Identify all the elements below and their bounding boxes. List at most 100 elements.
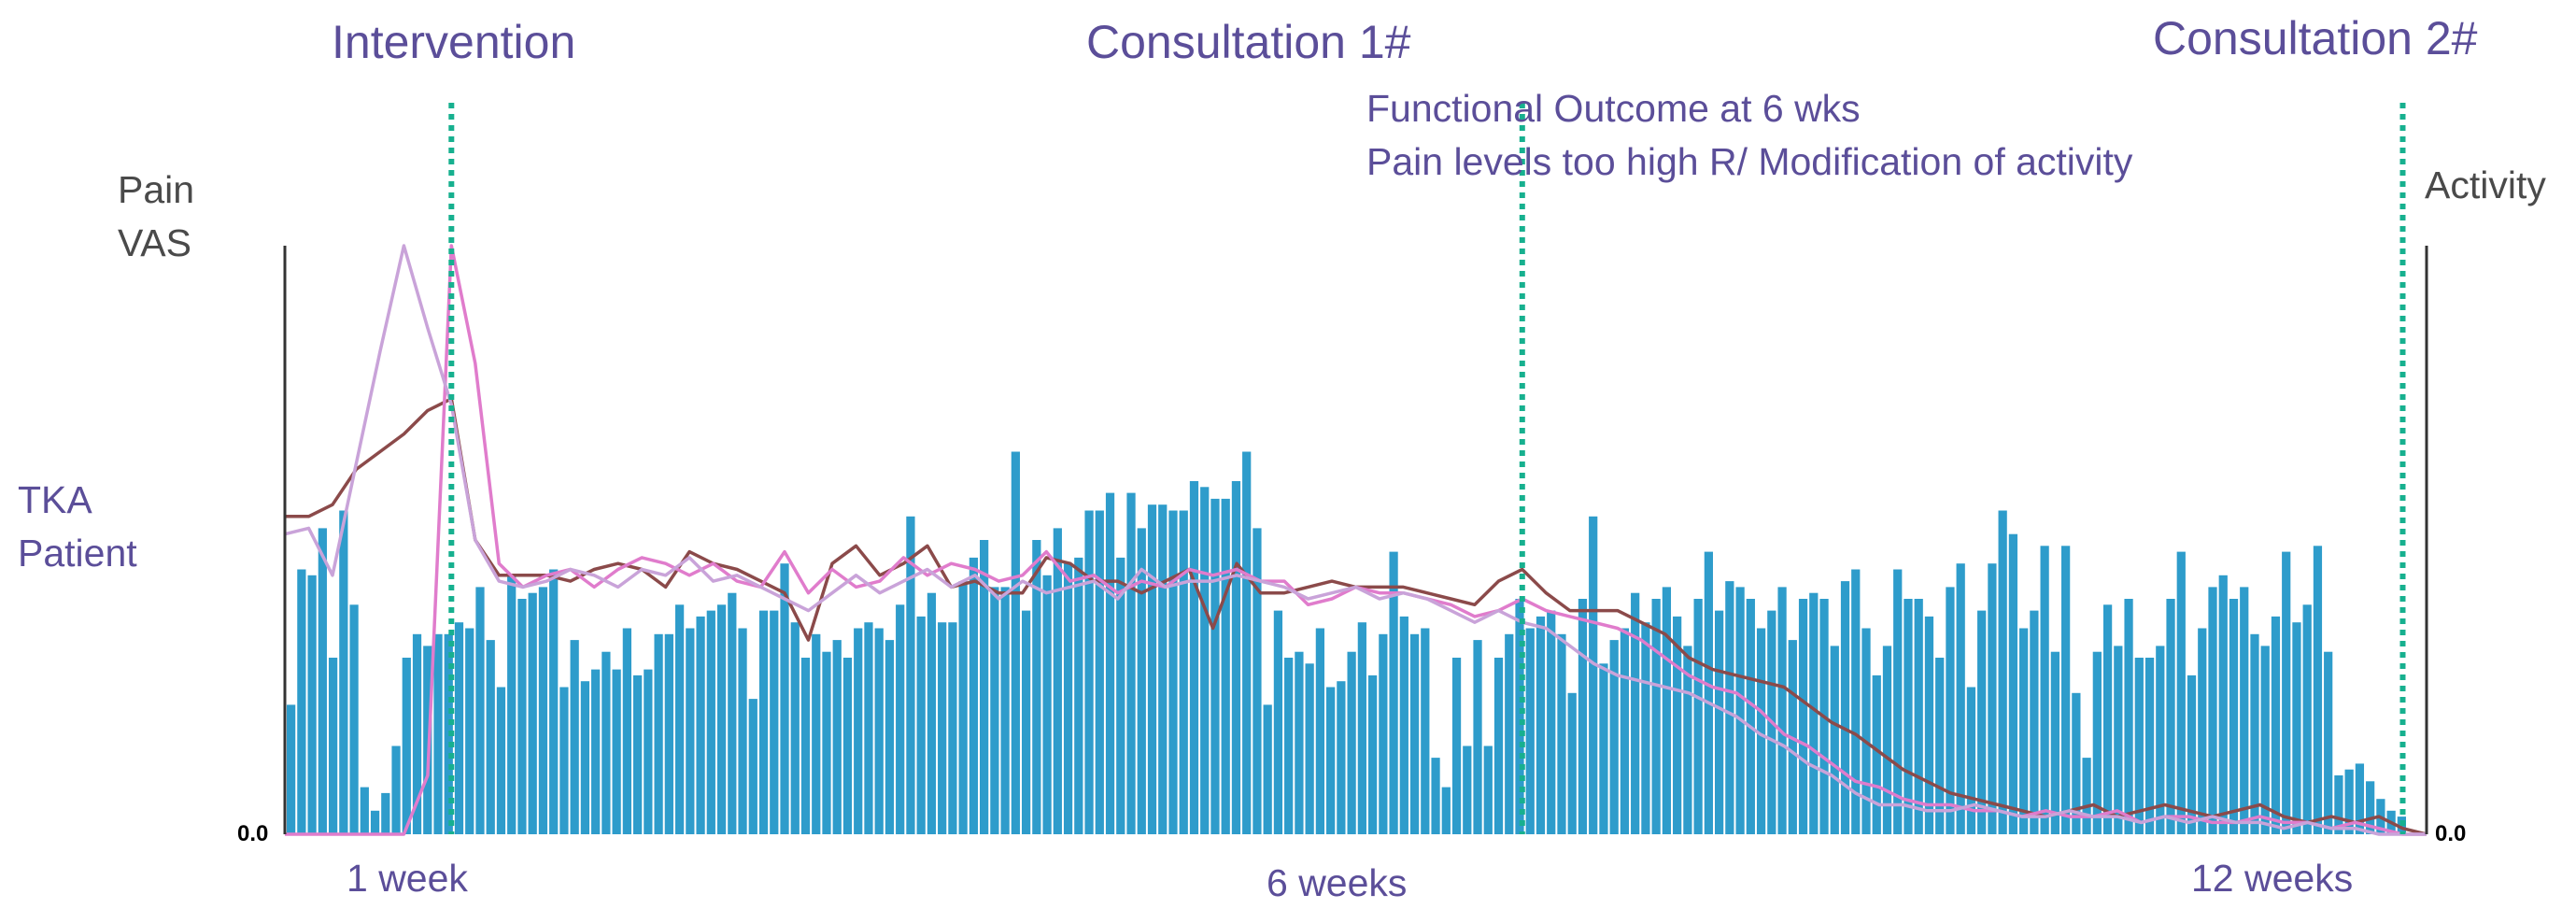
activity-bar xyxy=(1168,510,1178,834)
activity-bar xyxy=(1872,674,1881,834)
event-lines xyxy=(448,103,2406,834)
activity-bar xyxy=(1704,551,1713,834)
activity-bar xyxy=(885,640,895,834)
event-label-consultation-1: Consultation 1# xyxy=(1086,16,1411,68)
activity-bar xyxy=(644,669,653,834)
activity-bar xyxy=(2019,628,2029,834)
activity-bar xyxy=(1421,628,1430,834)
activity-bar xyxy=(1578,599,1588,834)
activity-bar xyxy=(1735,587,1745,834)
activity-bar xyxy=(444,633,453,834)
left-zero-label: 0.0 xyxy=(237,821,269,846)
activity-bar xyxy=(486,640,495,834)
event-label-intervention: Intervention xyxy=(332,16,576,68)
activity-bar xyxy=(1231,481,1241,834)
activity-bar xyxy=(1483,746,1493,834)
activity-bar xyxy=(2344,769,2354,834)
activity-bar xyxy=(1988,563,1997,834)
activity-bar xyxy=(412,633,422,834)
activity-bar xyxy=(1851,569,1861,834)
activity-bar xyxy=(969,557,979,834)
activity-bar xyxy=(1095,510,1104,834)
activity-bar xyxy=(896,604,905,834)
activity-bar xyxy=(916,616,926,834)
left-axis-title-line-2: VAS xyxy=(118,221,191,264)
activity-bar xyxy=(1641,622,1650,834)
activity-bar xyxy=(2156,646,2165,834)
annotation-line-2: Pain levels too high R/ Modification of … xyxy=(1366,140,2133,183)
activity-bar xyxy=(1620,628,1630,834)
activity-bar xyxy=(1746,599,1755,834)
activity-bar xyxy=(1053,528,1062,834)
activity-bar xyxy=(1137,528,1146,834)
activity-bar xyxy=(2092,651,2102,834)
activity-bar xyxy=(559,687,569,834)
activity-bar xyxy=(686,628,695,834)
activity-bar xyxy=(1273,610,1283,834)
activity-bar xyxy=(297,569,306,834)
activity-bar xyxy=(2271,616,2281,834)
activity-bar xyxy=(1673,616,1682,834)
activity-bar xyxy=(874,628,884,834)
activity-bar xyxy=(1777,587,1787,834)
activity-bar xyxy=(2229,599,2239,834)
activity-bar xyxy=(770,610,779,834)
activity-bar xyxy=(1379,633,1388,834)
activity-bar xyxy=(1105,492,1115,834)
activity-bar xyxy=(2292,622,2301,834)
activity-bar xyxy=(1493,658,1504,834)
activity-bar xyxy=(1557,633,1566,834)
activity-bar xyxy=(1084,510,1094,834)
activity-bar xyxy=(1253,528,1262,834)
activity-bar xyxy=(1861,628,1871,834)
activity-bar xyxy=(2366,781,2375,834)
activity-bar xyxy=(2302,604,2312,834)
activity-bar xyxy=(1326,687,1336,834)
activity-bar xyxy=(2102,604,2113,834)
activity-bar xyxy=(2260,646,2270,834)
activity-bar xyxy=(1189,481,1199,834)
activity-bar xyxy=(738,628,747,834)
activity-bar xyxy=(780,563,789,834)
activity-bar xyxy=(1409,633,1420,834)
activity-bar xyxy=(706,610,715,834)
activity-bar xyxy=(664,633,673,834)
activity-bar xyxy=(580,681,590,834)
activity-bar xyxy=(2218,575,2228,834)
activity-bar xyxy=(938,622,947,834)
activity-bar xyxy=(2334,775,2343,834)
activity-bar xyxy=(1399,616,1408,834)
activity-bar xyxy=(1977,610,1987,834)
activity-bar xyxy=(360,787,369,834)
activity-bar xyxy=(2208,587,2217,834)
activity-bar xyxy=(633,674,643,834)
activity-bar xyxy=(864,622,873,834)
activity-bar xyxy=(538,587,548,834)
activity-bar xyxy=(287,704,296,834)
activity-bar xyxy=(2198,628,2207,834)
activity-bar xyxy=(1295,651,1304,834)
activity-bar xyxy=(2176,551,2186,834)
activity-bar xyxy=(1126,492,1136,834)
activity-bar xyxy=(1032,540,1041,834)
activity-bar xyxy=(612,669,621,834)
activity-bar xyxy=(990,587,999,834)
activity-bar xyxy=(1956,563,1965,834)
activity-bar xyxy=(549,569,559,834)
activity-bar xyxy=(1904,599,1913,834)
x-tick-6-weeks: 6 weeks xyxy=(1267,861,1408,904)
activity-bar xyxy=(2134,658,2144,834)
activity-bar xyxy=(1200,487,1210,834)
activity-bar xyxy=(1242,451,1252,834)
activity-bar xyxy=(1210,498,1220,834)
activity-bar xyxy=(1011,451,1020,834)
activity-bar xyxy=(1830,646,1839,834)
activity-bar xyxy=(2008,533,2018,834)
activity-bar xyxy=(1914,599,1923,834)
activity-bar xyxy=(1000,587,1010,834)
activity-bar xyxy=(2166,599,2175,834)
activity-bar xyxy=(1315,628,1325,834)
activity-bar xyxy=(433,633,443,834)
activity-bar xyxy=(1074,557,1083,834)
activity-bar xyxy=(906,516,915,834)
